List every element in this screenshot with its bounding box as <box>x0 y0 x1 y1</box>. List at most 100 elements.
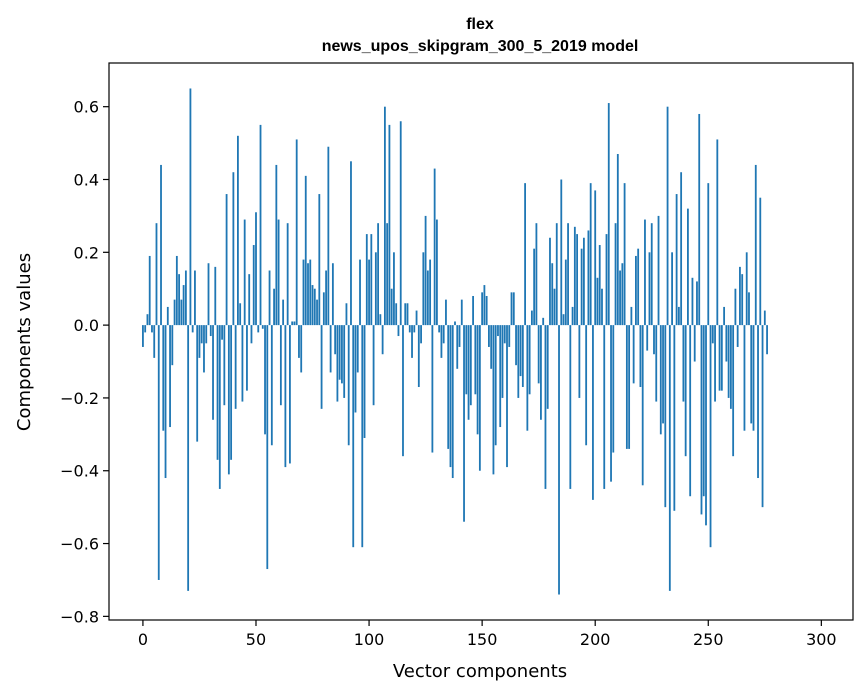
bar-115 <box>402 325 404 457</box>
bar-122 <box>417 325 420 388</box>
bar-272 <box>757 325 759 479</box>
bar-14 <box>173 299 176 326</box>
bar-103 <box>374 252 377 326</box>
bar-43 <box>239 303 242 326</box>
bar-211 <box>619 270 621 326</box>
bar-94 <box>354 325 357 413</box>
bar-8 <box>160 164 162 326</box>
bar-36 <box>223 325 226 406</box>
bar-13 <box>171 325 174 366</box>
bar-104 <box>377 223 380 326</box>
bar-38 <box>227 325 230 475</box>
plot-area-frame <box>108 62 854 621</box>
bar-68 <box>295 139 298 326</box>
bar-231 <box>664 325 667 508</box>
bar-117 <box>406 303 409 326</box>
bar-34 <box>218 325 221 489</box>
bar-116 <box>404 303 407 326</box>
bar-208 <box>612 325 615 453</box>
bar-23 <box>194 270 196 326</box>
bar-163 <box>510 292 513 326</box>
y-tick-label: −0.2 <box>60 389 99 408</box>
bar-236 <box>675 194 678 326</box>
bar-259 <box>727 325 730 398</box>
bar-269 <box>750 325 753 424</box>
bar-91 <box>347 325 350 446</box>
bar-148 <box>476 325 479 435</box>
bar-153 <box>488 325 490 347</box>
bar-246 <box>698 113 701 326</box>
bar-127 <box>429 259 432 326</box>
x-tick-label: 250 <box>693 630 724 649</box>
bar-112 <box>395 303 398 326</box>
bar-108 <box>386 223 389 326</box>
bar-76 <box>313 288 316 326</box>
bar-111 <box>393 252 395 326</box>
bar-251 <box>709 325 712 548</box>
bar-162 <box>508 325 511 347</box>
bar-81 <box>325 270 327 326</box>
bar-213 <box>623 183 626 326</box>
bar-135 <box>447 325 450 449</box>
bar-267 <box>745 252 748 326</box>
bar-203 <box>601 288 603 326</box>
bar-247 <box>700 325 703 515</box>
bar-80 <box>322 292 325 326</box>
bar-136 <box>449 325 452 468</box>
bar-194 <box>580 248 583 326</box>
bar-61 <box>279 325 282 406</box>
x-tick-label: 0 <box>138 630 148 649</box>
bar-48 <box>250 325 253 344</box>
bar-84 <box>331 263 334 326</box>
bar-151 <box>483 285 486 326</box>
bar-230 <box>662 325 664 424</box>
bar-113 <box>397 325 400 337</box>
bar-142 <box>463 325 465 522</box>
bar-29 <box>207 263 210 326</box>
bar-97 <box>361 325 364 548</box>
bar-0 <box>142 325 144 347</box>
bar-239 <box>682 325 685 402</box>
bar-265 <box>741 274 744 326</box>
bar-109 <box>388 124 391 326</box>
bar-152 <box>485 295 488 326</box>
bar-226 <box>653 325 655 355</box>
bar-73 <box>307 263 309 326</box>
bar-242 <box>689 325 692 497</box>
bar-188 <box>567 223 569 326</box>
bar-101 <box>370 234 373 326</box>
bar-167 <box>519 325 522 377</box>
bar-6 <box>155 223 158 326</box>
bar-220 <box>639 325 642 388</box>
x-axis-label: Vector components <box>393 661 567 682</box>
bar-71 <box>302 259 305 326</box>
bar-184 <box>558 325 560 595</box>
bar-65 <box>289 325 291 464</box>
bar-156 <box>494 325 497 446</box>
bar-252 <box>711 325 714 344</box>
bar-229 <box>659 325 662 435</box>
bar-221 <box>641 325 644 486</box>
bar-143 <box>465 325 468 395</box>
bar-25 <box>198 325 201 358</box>
bar-160 <box>503 325 506 344</box>
bar-216 <box>630 306 633 326</box>
bar-9 <box>162 325 165 431</box>
x-tick-label: 200 <box>580 630 611 649</box>
bar-133 <box>442 325 445 344</box>
bar-215 <box>628 325 631 449</box>
bar-54 <box>264 325 266 435</box>
bar-199 <box>592 325 594 500</box>
bar-99 <box>365 234 368 326</box>
bar-218 <box>635 255 637 326</box>
bar-26 <box>200 325 203 344</box>
bar-214 <box>625 325 628 449</box>
bar-49 <box>252 245 255 326</box>
bar-41 <box>234 325 237 409</box>
chart-title-line2: news_upos_skipgram_300_5_2019 model <box>322 38 639 55</box>
bar-32 <box>214 266 217 326</box>
bar-159 <box>501 325 504 398</box>
bar-11 <box>166 306 169 326</box>
bar-144 <box>467 325 470 420</box>
bar-187 <box>564 259 567 326</box>
